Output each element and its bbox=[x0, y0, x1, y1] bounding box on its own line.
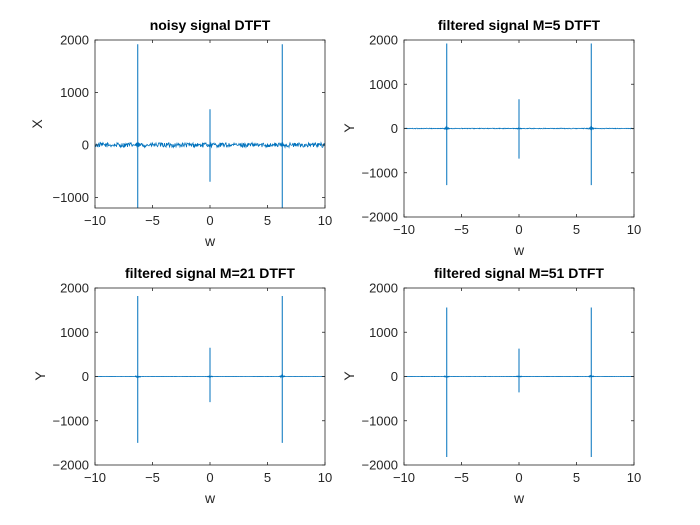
x-tick-label: 5 bbox=[264, 213, 271, 228]
x-axis-label: w bbox=[204, 490, 216, 506]
x-tick-label: 5 bbox=[573, 470, 580, 485]
spike-ripple bbox=[207, 375, 213, 379]
plot-area: −10 −5 0 5 10 −2000 −1000 0 1000 2000 bbox=[361, 281, 641, 486]
x-axis-label: w bbox=[513, 490, 525, 506]
x-tick-label: 5 bbox=[264, 470, 271, 485]
y-tick-label: 0 bbox=[82, 138, 89, 153]
x-tick-label: −10 bbox=[84, 213, 106, 228]
y-axis-label: X bbox=[29, 119, 45, 129]
x-axis-label: w bbox=[204, 233, 216, 249]
x-tick-label: 0 bbox=[515, 470, 522, 485]
y-tick-label: 1000 bbox=[60, 325, 89, 340]
x-tick-label: −5 bbox=[145, 213, 160, 228]
x-tick-label: 0 bbox=[515, 222, 522, 237]
x-tick-label: −5 bbox=[454, 222, 469, 237]
y-axis-label: Y bbox=[341, 371, 357, 381]
chart-title: filtered signal M=21 DTFT bbox=[125, 265, 295, 281]
subplot-filtered-m21: filtered signal M=21 DTFT −10 −5 0 5 10 −2000… bbox=[32, 265, 332, 506]
y-tick-label: −1000 bbox=[52, 413, 89, 428]
subplot-filtered-m51: filtered signal M=51 DTFT −10 −5 0 5 10 −2000… bbox=[341, 265, 641, 506]
x-tick-label: −10 bbox=[84, 470, 106, 485]
spike-ripple bbox=[206, 143, 213, 147]
spike-ripple bbox=[279, 372, 286, 379]
y-axis-label: Y bbox=[341, 123, 357, 133]
x-tick-label: 10 bbox=[627, 470, 641, 485]
y-tick-label: 0 bbox=[82, 369, 89, 384]
y-tick-label: −2000 bbox=[361, 210, 398, 225]
x-tick-label: −5 bbox=[145, 470, 160, 485]
subplot-noisy-signal: noisy signal DTFT −10 −5 0 5 10 −1000 0 1000 200… bbox=[29, 17, 332, 249]
x-axis-label: w bbox=[513, 242, 525, 258]
plot-area: −10 −5 0 5 10 −2000 −1000 0 1000 2000 bbox=[361, 33, 641, 238]
plot-area: −10 −5 0 5 10 −1000 0 1000 2000 bbox=[52, 33, 332, 229]
spike-ripple bbox=[588, 125, 595, 131]
chart-title: filtered signal M=51 DTFT bbox=[434, 265, 604, 281]
y-tick-label: −1000 bbox=[52, 190, 89, 205]
spike-ripple bbox=[588, 374, 595, 378]
chart-title: noisy signal DTFT bbox=[149, 17, 271, 33]
y-tick-label: 2000 bbox=[60, 281, 89, 296]
spike-ripple bbox=[515, 375, 522, 378]
y-tick-label: 0 bbox=[391, 369, 398, 384]
x-tick-label: 0 bbox=[206, 470, 213, 485]
spike-ripple bbox=[443, 125, 450, 130]
y-tick-label: −2000 bbox=[361, 458, 398, 473]
y-tick-label: 2000 bbox=[60, 33, 89, 48]
y-tick-label: −1000 bbox=[361, 165, 398, 180]
x-tick-label: −5 bbox=[454, 470, 469, 485]
y-tick-label: 2000 bbox=[369, 281, 398, 296]
spike-ripple bbox=[134, 142, 141, 148]
spike-ripple bbox=[443, 375, 450, 378]
chart-title: filtered signal M=5 DTFT bbox=[437, 17, 601, 33]
y-tick-label: 2000 bbox=[369, 33, 398, 48]
series-dtft-magnitude bbox=[404, 307, 634, 458]
y-tick-label: 1000 bbox=[60, 85, 89, 100]
y-tick-label: 1000 bbox=[369, 77, 398, 92]
y-axis-label: Y bbox=[32, 371, 48, 381]
spike-ripple bbox=[516, 127, 522, 130]
x-tick-label: 10 bbox=[318, 213, 332, 228]
x-tick-label: −10 bbox=[393, 222, 415, 237]
series-dtft-magnitude bbox=[95, 44, 325, 208]
subplot-filtered-m5: filtered signal M=5 DTFT −10 −5 0 5 10 −2000−… bbox=[341, 17, 641, 258]
y-tick-label: −1000 bbox=[361, 413, 398, 428]
y-tick-label: 0 bbox=[391, 121, 398, 136]
y-tick-label: 1000 bbox=[369, 325, 398, 340]
spike-ripple bbox=[134, 375, 141, 378]
x-tick-label: 10 bbox=[627, 222, 641, 237]
plot-area: −10 −5 0 5 10 −2000 −1000 0 1000 2000 bbox=[52, 281, 332, 486]
x-tick-label: 10 bbox=[318, 470, 332, 485]
series-dtft-magnitude bbox=[95, 295, 325, 443]
x-tick-label: −10 bbox=[393, 470, 415, 485]
x-tick-label: 0 bbox=[206, 213, 213, 228]
y-tick-label: −2000 bbox=[52, 458, 89, 473]
spike-ripple bbox=[279, 142, 286, 147]
x-tick-label: 5 bbox=[573, 222, 580, 237]
series-dtft-magnitude bbox=[404, 43, 634, 186]
